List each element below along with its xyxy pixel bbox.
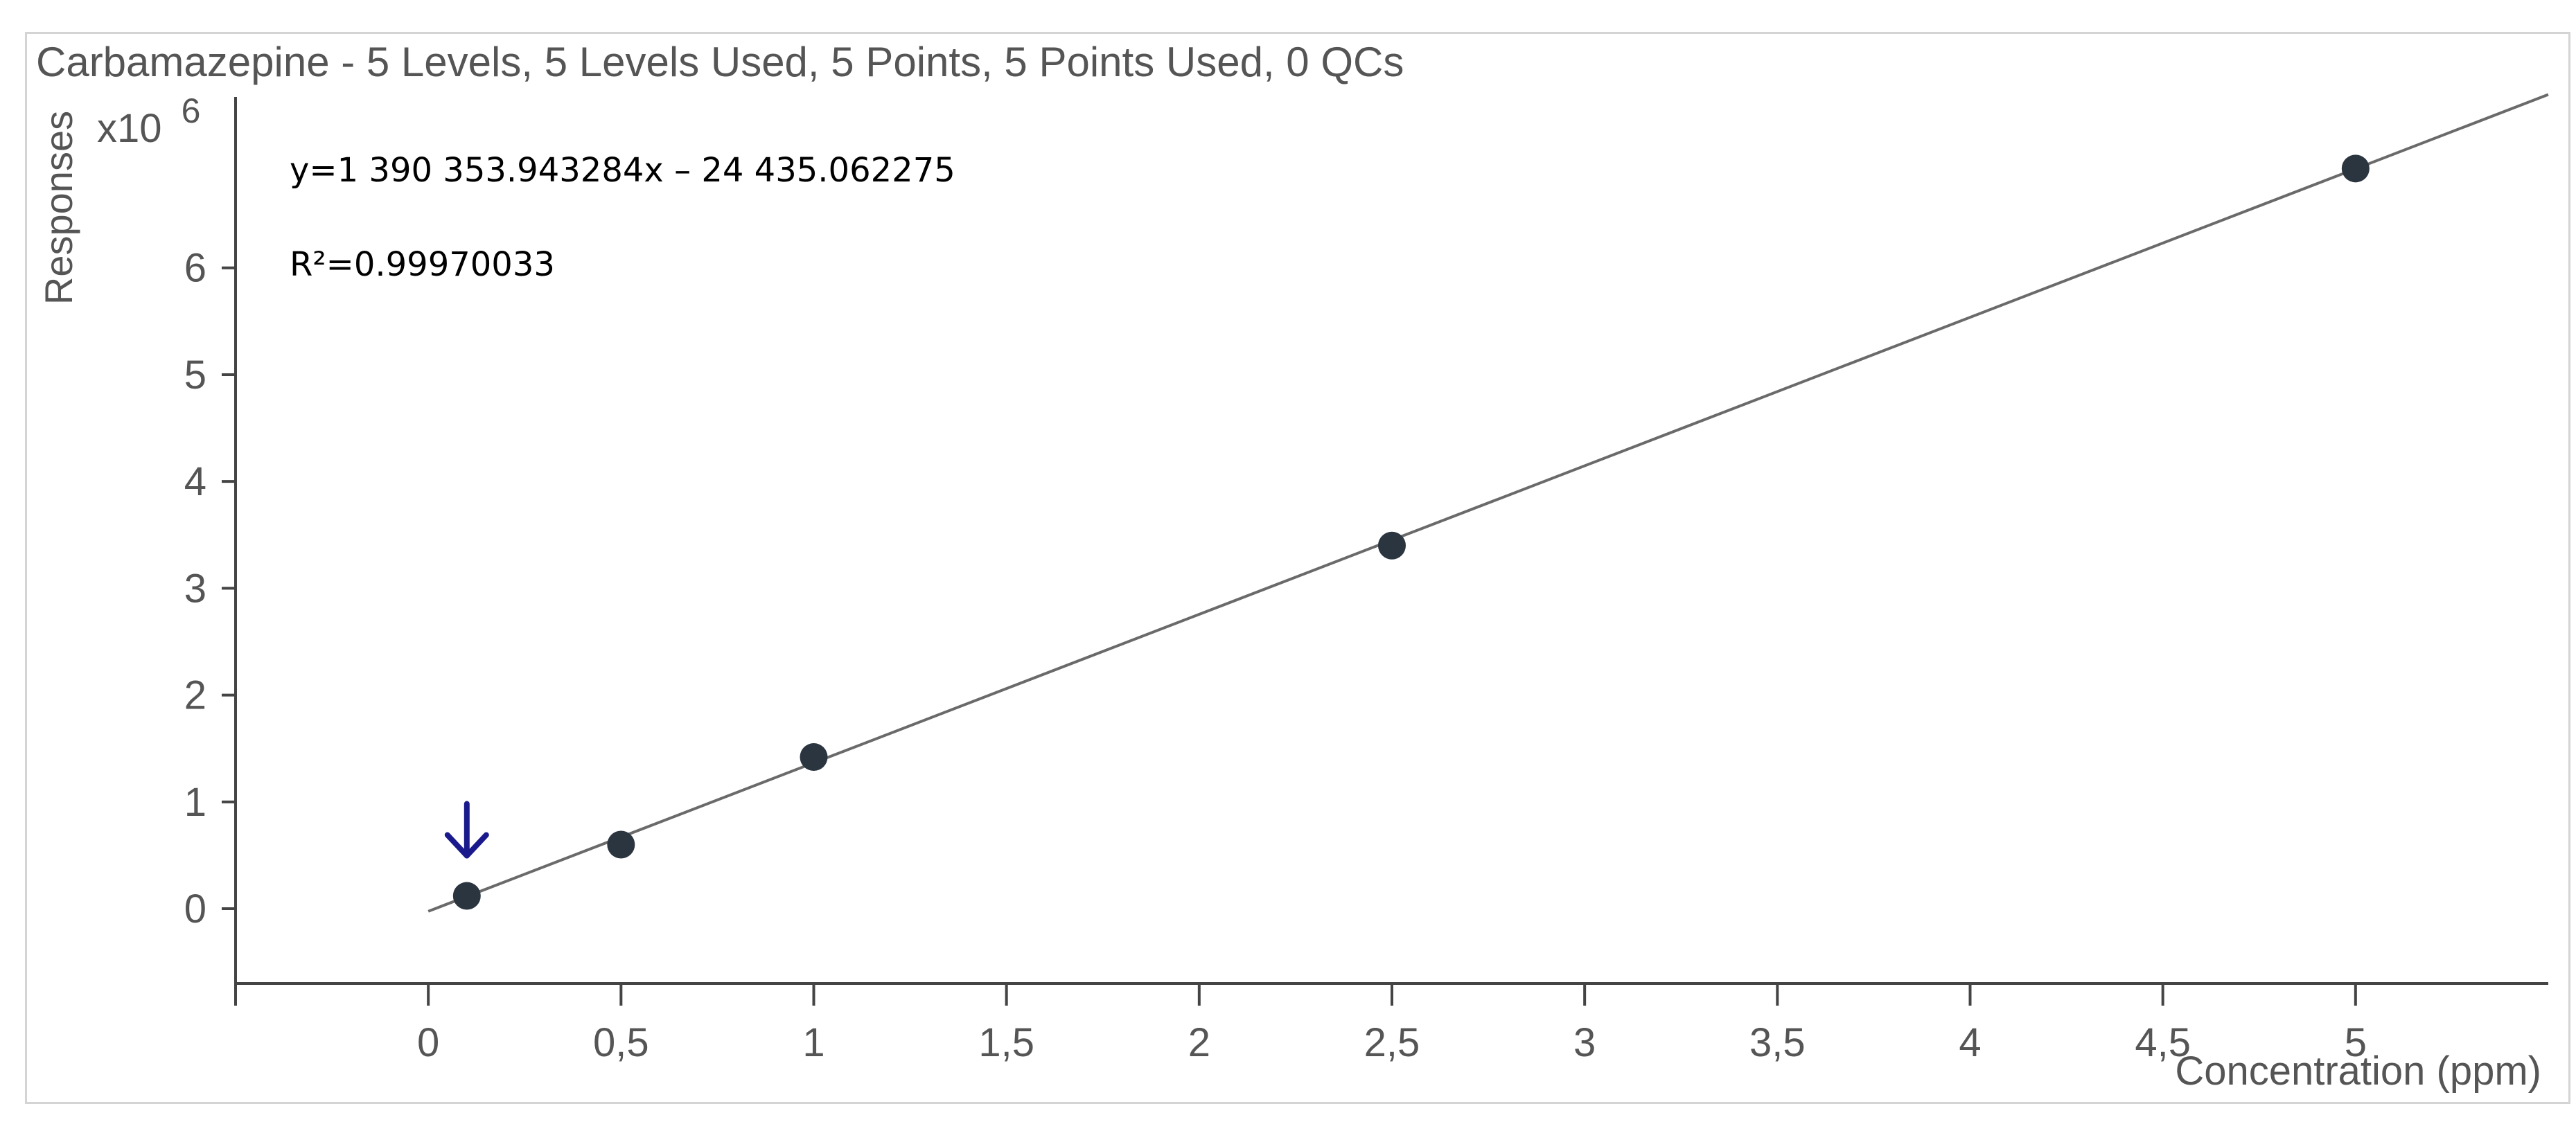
- x-tick-label: 1,5: [978, 1020, 1034, 1065]
- x-axis-label: Concentration (ppm): [2175, 1049, 2541, 1094]
- x-tick-label: 3: [1573, 1020, 1596, 1065]
- x-tick-label: 2: [1188, 1020, 1210, 1065]
- y-multiplier-exponent: 6: [182, 91, 201, 130]
- points-layer: [452, 154, 2370, 910]
- x-tick-label: 4,5: [2135, 1020, 2191, 1065]
- y-tick-label: 1: [184, 780, 206, 825]
- chart-title: Carbamazepine - 5 Levels, 5 Levels Used,…: [36, 39, 1404, 85]
- data-point: [2341, 154, 2370, 183]
- y-tick-label: 4: [184, 459, 206, 504]
- down-arrow-icon: [444, 801, 489, 859]
- y-tick-label: 6: [184, 246, 206, 291]
- fit-line: [427, 93, 2549, 913]
- y-tick-label: 3: [184, 566, 206, 611]
- annotation-layer: [444, 801, 489, 859]
- y-tick-label: 5: [184, 353, 206, 398]
- x-tick-label: 0: [417, 1020, 439, 1065]
- x-tick-label: 0,5: [593, 1020, 649, 1065]
- data-point: [800, 743, 828, 772]
- x-tick-label: 1: [802, 1020, 824, 1065]
- data-point: [607, 830, 635, 859]
- y-multiplier: x10 6: [97, 91, 200, 151]
- x-tick-label: 3,5: [1749, 1020, 1806, 1065]
- fit-r-squared: R²=0.99970033: [290, 245, 555, 284]
- y-multiplier-base: x10: [97, 106, 162, 151]
- x-tick-label: 4: [1959, 1020, 1981, 1065]
- data-point: [1378, 531, 1406, 560]
- y-tick-label: 2: [184, 673, 206, 718]
- chart-frame: [25, 32, 2570, 1104]
- axes: 0 1 2 3 4 5 6 0 0,5 1 1,5 2 2,5 3 3,5 4 4,5 5: [184, 97, 2548, 1065]
- fit-equation: y=1 390 353.943284x – 24 435.062275: [290, 151, 955, 190]
- y-axis-label: Responses: [37, 111, 80, 305]
- data-point: [452, 882, 481, 910]
- x-tick-label: 2,5: [1364, 1020, 1420, 1065]
- fit-layer: [427, 93, 2549, 913]
- x-tick-label: 5: [2345, 1020, 2367, 1065]
- y-tick-label: 0: [184, 887, 206, 932]
